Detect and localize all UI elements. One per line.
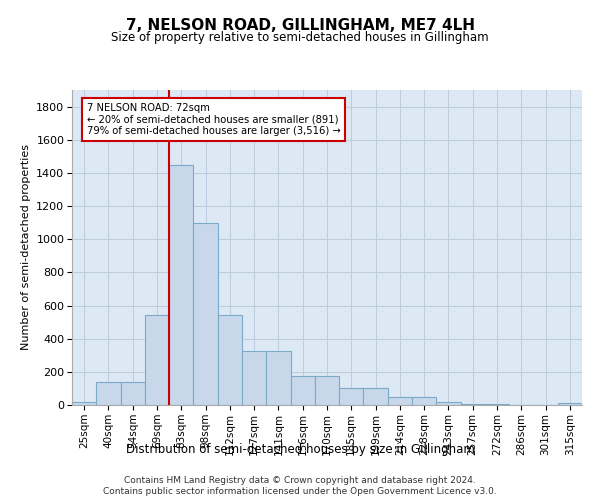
Bar <box>412 396 436 405</box>
Bar <box>121 382 145 405</box>
Bar <box>461 404 485 405</box>
Bar <box>169 164 193 405</box>
Bar <box>485 404 509 405</box>
Text: 7, NELSON ROAD, GILLINGHAM, ME7 4LH: 7, NELSON ROAD, GILLINGHAM, ME7 4LH <box>125 18 475 32</box>
Bar <box>242 351 266 405</box>
Bar <box>339 388 364 405</box>
Bar <box>266 351 290 405</box>
Bar <box>558 402 582 405</box>
Bar <box>388 396 412 405</box>
Bar <box>364 388 388 405</box>
Text: Distribution of semi-detached houses by size in Gillingham: Distribution of semi-detached houses by … <box>125 442 475 456</box>
Text: Size of property relative to semi-detached houses in Gillingham: Size of property relative to semi-detach… <box>111 31 489 44</box>
Bar <box>96 382 121 405</box>
Y-axis label: Number of semi-detached properties: Number of semi-detached properties <box>20 144 31 350</box>
Bar <box>290 376 315 405</box>
Bar <box>315 376 339 405</box>
Bar <box>436 402 461 405</box>
Text: 7 NELSON ROAD: 72sqm
← 20% of semi-detached houses are smaller (891)
79% of semi: 7 NELSON ROAD: 72sqm ← 20% of semi-detac… <box>86 104 340 136</box>
Bar <box>218 314 242 405</box>
Text: Contains HM Land Registry data © Crown copyright and database right 2024.: Contains HM Land Registry data © Crown c… <box>124 476 476 485</box>
Bar <box>72 402 96 405</box>
Text: Contains public sector information licensed under the Open Government Licence v3: Contains public sector information licen… <box>103 487 497 496</box>
Bar <box>193 224 218 405</box>
Bar <box>145 314 169 405</box>
